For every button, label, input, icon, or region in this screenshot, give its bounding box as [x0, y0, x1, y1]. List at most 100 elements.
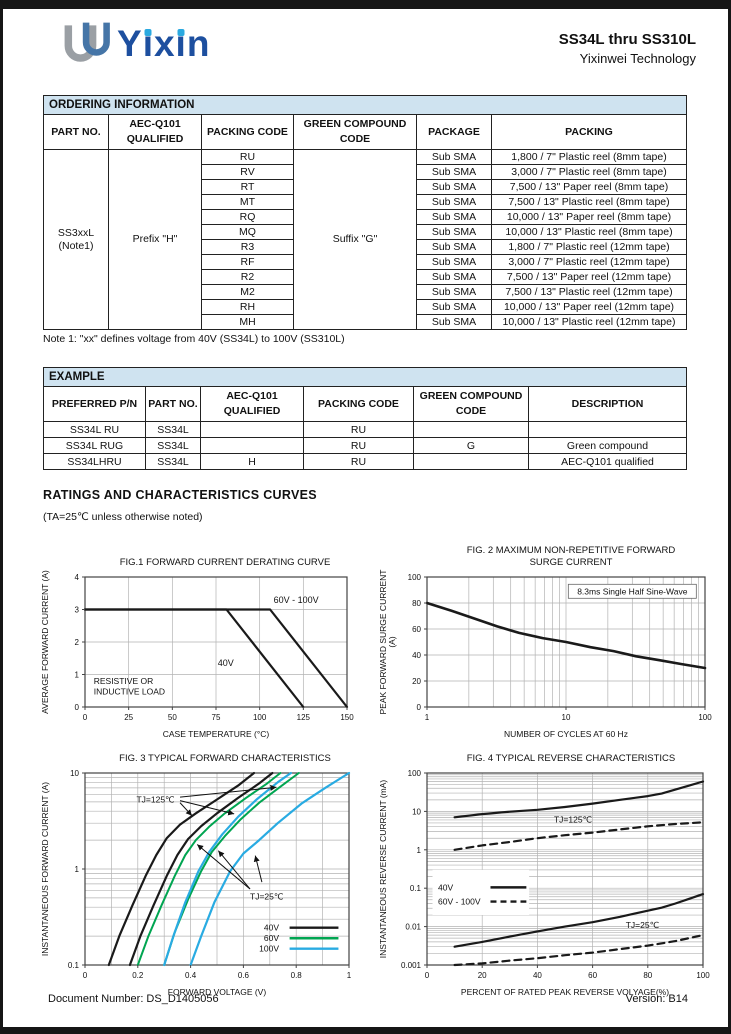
svg-text:1: 1 — [347, 971, 352, 980]
table-header-row: PREFERRED P/N PART NO. AEC-Q101 QUALIFIED PA… — [43, 386, 687, 422]
svg-text:INSTANTANEOUS REVERSE CURRENT: INSTANTANEOUS REVERSE CURRENT (mA) — [378, 780, 388, 959]
table-row: SS34L RUG SS34L RU G Green compound — [43, 437, 687, 454]
cell — [413, 453, 529, 470]
series-60V - 100V TJ=25℃ — [453, 934, 705, 967]
svg-text:60V - 100V: 60V - 100V — [274, 595, 319, 605]
svg-text:PERCENT OF RATED PEAK REVERSE: PERCENT OF RATED PEAK REVERSE VOLYAGE(%) — [461, 987, 669, 997]
table-row: MH Sub SMA 10,000 / 13" Plastic reel (12mm… — [44, 314, 687, 330]
logo-letter-i: ı — [142, 23, 154, 64]
table-title-row: ORDERING INFORMATION — [43, 95, 687, 115]
cell: SS34L RU — [43, 421, 146, 438]
fig4-chart: 40V 60V - 100V TJ=125℃ TJ=25℃ 0 20 40 60 80 100 0.… — [377, 765, 723, 1004]
page-header: Yı xı n SS34L thru SS310L Yixinwei Technol… — [3, 9, 728, 71]
ordering-information-table: ORDERING INFORMATION PART NO. AEC-Q101 QUAL… — [43, 95, 687, 330]
fig4-reverse-characteristics: FIG. 4 TYPICAL REVERSE CHARACTERISTICS 4… — [377, 750, 723, 1004]
cell: SS34L — [145, 421, 201, 438]
svg-text:20: 20 — [412, 677, 421, 686]
svg-text:80: 80 — [412, 599, 421, 608]
svg-text:80: 80 — [643, 971, 652, 980]
packing-cell: 7,500 / 13" Paper reel (8mm tape) — [491, 179, 687, 195]
ratings-condition: (TA=25℃ unless otherwise noted) — [43, 511, 203, 523]
package-cell: Sub SMA — [416, 254, 492, 270]
cell: RU — [303, 437, 414, 454]
series-60V TJ=125℃ — [136, 772, 282, 966]
svg-text:0.2: 0.2 — [132, 971, 144, 980]
svg-text:40: 40 — [412, 651, 421, 660]
series-40V TJ=125℃ — [107, 771, 256, 967]
table-title: ORDERING INFORMATION — [43, 95, 687, 115]
fig3-chart: 40V 60V 100V TJ=125℃ TJ=25℃ 0 0.2 0.4 0.6 0.8 1 0.1… — [39, 765, 369, 1004]
cell: Green compound — [528, 437, 687, 454]
column-header: AEC-Q101 QUALIFIED — [200, 386, 304, 422]
packing-code-cell: RF — [201, 254, 294, 270]
svg-text:40V: 40V — [438, 882, 453, 892]
packing-code-cell: M2 — [201, 284, 294, 300]
table-row: SS34L RU SS34L RU — [43, 421, 687, 438]
svg-text:100: 100 — [253, 713, 267, 722]
package-cell: Sub SMA — [416, 239, 492, 255]
fig4-plot: 40V 60V - 100V TJ=125℃ TJ=25℃ 0 20 40 60 80 100 0.… — [378, 769, 710, 997]
packing-cell: 10,000 / 13" Paper reel (12mm tape) — [491, 299, 687, 315]
fig-title-line: FIG.1 FORWARD CURRENT DERATING CURVE — [119, 557, 331, 568]
svg-text:50: 50 — [168, 713, 177, 722]
fig-title-line: FIG. 2 MAXIMUM NON-REPETITIVE FORWARD — [466, 545, 676, 556]
svg-text:8.3ms Single Half Sine-Wave: 8.3ms Single Half Sine-Wave — [577, 586, 688, 596]
svg-text:100: 100 — [696, 971, 710, 980]
column-header: PACKAGE — [416, 114, 492, 150]
table-row: RT Sub SMA 7,500 / 13" Paper reel (8mm tap… — [44, 179, 687, 195]
cell — [528, 421, 687, 438]
table-header-row: PART NO. AEC-Q101 QUALIFIED PACKING CODE GRE… — [43, 114, 687, 150]
table-row: MQ Sub SMA 10,000 / 13" Plastic reel (8mm … — [44, 224, 687, 240]
svg-text:60: 60 — [588, 971, 597, 980]
fig-title-line: SURGE CURRENT — [529, 557, 613, 568]
logo-wordmark: Yı xı n — [117, 19, 210, 69]
svg-text:NUMBER OF CYCLES AT 60 Hz: NUMBER OF CYCLES AT 60 Hz — [504, 729, 628, 739]
series-40V TJ=125℃ — [453, 780, 705, 819]
cell: SS34L — [145, 437, 201, 454]
svg-text:150: 150 — [340, 713, 354, 722]
cell: SS34LHRU — [43, 453, 146, 470]
svg-text:2: 2 — [75, 638, 80, 647]
packing-cell: 3,000 / 7" Plastic reel (8mm tape) — [491, 164, 687, 180]
fig3-title: FIG. 3 TYPICAL FORWARD CHARACTERISTICS — [39, 750, 369, 765]
package-cell: Sub SMA — [416, 149, 492, 165]
ordering-information-section: ORDERING INFORMATION PART NO. AEC-Q101 QUAL… — [43, 95, 687, 345]
table-row: SS3xxL (Note1) Prefix "H" RU Suffix "G" Sub S… — [43, 149, 687, 330]
column-header: PACKING — [491, 114, 687, 150]
fig1-title: FIG.1 FORWARD CURRENT DERATING CURVE — [39, 543, 369, 569]
packing-code-cell: R3 — [201, 239, 294, 255]
packing-code-cell: MH — [201, 314, 294, 330]
column-header: GREEN COMPOUND CODE — [293, 114, 417, 150]
ratings-section-header: RATINGS AND CHARACTERISTICS CURVES (TA=2… — [43, 488, 688, 523]
svg-text:0: 0 — [83, 971, 88, 980]
svg-text:100: 100 — [408, 769, 422, 778]
svg-text:3: 3 — [75, 606, 80, 615]
svg-text:40: 40 — [533, 971, 542, 980]
series-60V - 100V TJ=125℃ — [453, 821, 705, 851]
series-100V TJ=125℃ — [163, 771, 292, 967]
header-title-block: SS34L thru SS310L Yixinwei Technology — [559, 19, 696, 66]
svg-text:0.4: 0.4 — [185, 971, 197, 980]
packing-code-cell: RT — [201, 179, 294, 195]
fig1-forward-current-derating: FIG.1 FORWARD CURRENT DERATING CURVE 60V… — [39, 543, 369, 746]
svg-text:20: 20 — [478, 971, 487, 980]
table-row: R3 Sub SMA 1,800 / 7" Plastic reel (12mm t… — [44, 239, 687, 255]
svg-text:60V - 100V: 60V - 100V — [438, 897, 481, 907]
green-code-cell: Suffix "G" — [293, 149, 417, 330]
svg-text:1: 1 — [425, 713, 430, 722]
version: Version: B14 — [625, 993, 688, 1005]
table-row: RF Sub SMA 3,000 / 7" Plastic reel (12mm t… — [44, 254, 687, 270]
svg-text:TJ=25℃: TJ=25℃ — [626, 920, 660, 930]
svg-text:10: 10 — [70, 769, 79, 778]
svg-text:0: 0 — [425, 971, 430, 980]
svg-text:100: 100 — [698, 713, 712, 722]
svg-text:INSTANTANEOUS FORWARD CURRENT: INSTANTANEOUS FORWARD CURRENT (A) — [40, 782, 50, 956]
packing-cell: 1,800 / 7" Plastic reel (8mm tape) — [491, 149, 687, 165]
packing-code-cell: RH — [201, 299, 294, 315]
svg-text:CASE TEMPERATURE (°C): CASE TEMPERATURE (°C) — [163, 729, 270, 739]
logo-letter-i: ı — [175, 23, 187, 64]
package-cell: Sub SMA — [416, 224, 492, 240]
svg-text:0.1: 0.1 — [68, 961, 80, 970]
cell — [200, 437, 304, 454]
